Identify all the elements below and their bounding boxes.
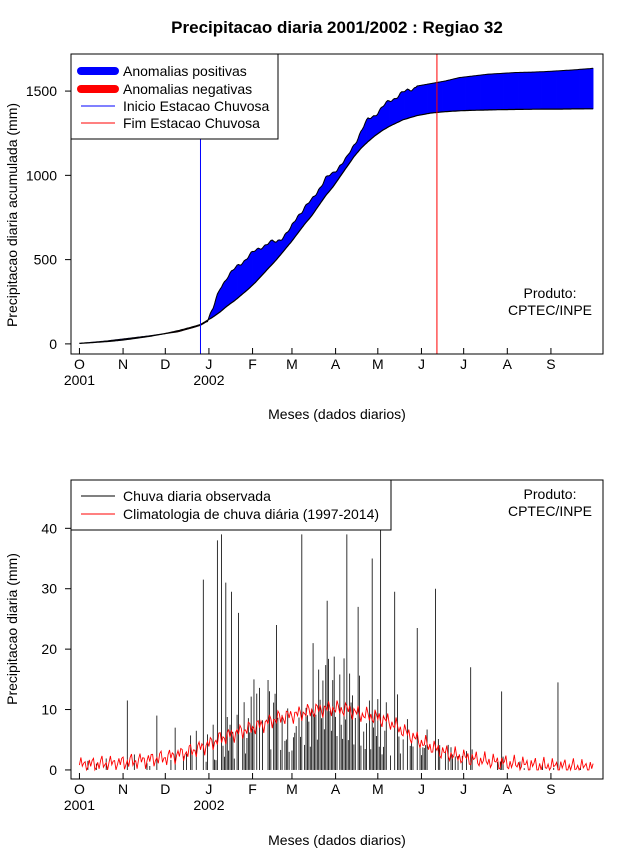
legend-label-negative: Anomalias negativas	[123, 81, 252, 97]
x-axis-label: Meses (dados diarios)	[268, 832, 406, 848]
y-axis: 0 500 1000 1500	[26, 83, 71, 352]
y-axis: 0 10 20 30 40	[41, 520, 71, 778]
climatology-daily-line	[78, 700, 594, 772]
x-tick-label: J	[205, 356, 212, 372]
x-tick-label: J	[205, 781, 212, 797]
y-tick-label: 0	[49, 762, 57, 778]
plot-frame	[70, 53, 604, 355]
x-tick-label: A	[503, 356, 513, 372]
year-label: 2001	[64, 372, 95, 388]
chart-title: Precipitacao diaria 2001/2002 : Regiao 3…	[171, 18, 503, 37]
y-tick-label: 1500	[26, 83, 57, 99]
x-tick-label: A	[503, 781, 513, 797]
climatology-layer	[78, 700, 594, 772]
x-tick-label: F	[248, 781, 257, 797]
product-source: CPTEC/INPE	[508, 503, 592, 519]
year-label: 2002	[193, 372, 224, 388]
x-axis: O N D J F M A M J J A S 2001 2002	[64, 348, 556, 388]
x-tick-label: J	[418, 781, 425, 797]
x-tick-label: M	[286, 781, 298, 797]
y-axis-label: Precipitacao diaria (mm)	[4, 553, 20, 705]
x-tick-label: O	[74, 356, 85, 372]
x-tick-label: D	[160, 356, 170, 372]
x-tick-label: M	[286, 356, 298, 372]
y-axis-label: Precipitacao diaria acumulada (mm)	[4, 103, 20, 327]
y-tick-label: 30	[41, 581, 57, 597]
legend-label-observed: Chuva diaria observada	[123, 488, 271, 504]
y-tick-label: 40	[41, 520, 57, 536]
y-tick-label: 20	[41, 641, 57, 657]
y-tick-label: 0	[49, 336, 57, 352]
product-label: Produto:	[524, 285, 577, 301]
x-tick-label: D	[160, 781, 170, 797]
legend-box	[70, 479, 392, 531]
y-tick-label: 1000	[26, 167, 57, 183]
y-tick-label: 10	[41, 702, 57, 718]
x-tick-label: A	[331, 781, 341, 797]
legend-label-season-start: Inicio Estacao Chuvosa	[123, 98, 270, 114]
x-tick-label: M	[372, 356, 384, 372]
cumulative-panel: 0 500 1000 1500 O N D J F M A M J J A S 2001 2002 Precip…	[4, 53, 604, 422]
cumulative-lines-layer	[79, 54, 594, 354]
x-tick-label: F	[248, 356, 257, 372]
legend: Anomalias positivas Anomalias negativas …	[70, 53, 279, 140]
legend-label-positive: Anomalias positivas	[123, 63, 247, 79]
x-tick-label: J	[460, 781, 467, 797]
x-axis-label: Meses (dados diarios)	[268, 406, 406, 422]
x-tick-label: J	[460, 356, 467, 372]
x-tick-label: S	[546, 356, 555, 372]
climatology-cumulative-line	[79, 108, 594, 344]
daily-panel: 0 10 20 30 40 O N D J F M A M J J A S 2001 2002 Precipita…	[4, 479, 604, 848]
product-label: Produto:	[524, 486, 577, 502]
legend-label-season-end: Fim Estacao Chuvosa	[123, 115, 260, 131]
x-tick-label: A	[331, 356, 341, 372]
x-tick-label: S	[546, 781, 555, 797]
x-tick-label: J	[418, 356, 425, 372]
daily-bars-layer	[87, 528, 581, 770]
y-tick-label: 500	[34, 252, 58, 268]
legend-label-climatology: Climatologia de chuva diária (1997-2014)	[123, 506, 379, 522]
year-label: 2001	[64, 797, 95, 813]
product-source: CPTEC/INPE	[508, 302, 592, 318]
positive-anomaly-segment	[591, 68, 594, 110]
x-tick-label: N	[118, 356, 128, 372]
x-tick-label: M	[372, 781, 384, 797]
x-axis: O N D J F M A M J J A S 2001 2002	[64, 773, 556, 813]
year-label: 2002	[193, 797, 224, 813]
x-tick-label: N	[118, 781, 128, 797]
x-tick-label: O	[74, 781, 85, 797]
legend: Chuva diaria observada Climatologia de c…	[70, 479, 392, 531]
